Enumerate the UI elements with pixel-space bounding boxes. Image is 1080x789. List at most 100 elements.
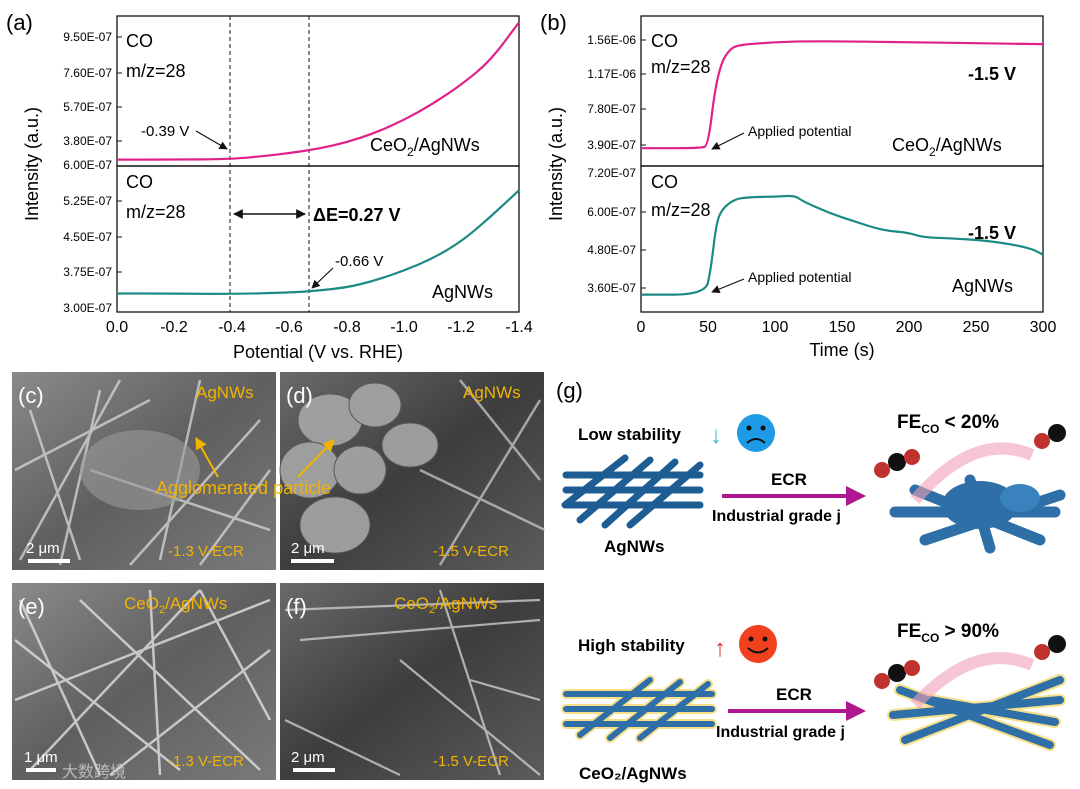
panel-a-xlabel: Potential (V vs. RHE) [233,342,403,362]
sample-label: CeO2/AgNWs [124,594,227,616]
stability-label-high: High stability [578,636,685,655]
agglomerate-arrow-d [297,439,335,478]
panel-b-bottom-frame [640,165,1044,313]
panel-a: (a) 9.50E-07 7.60E-07 5.70E-07 3.80E-07 … [6,10,533,362]
xtick: 300 [1030,319,1057,336]
series-line-ceo2-agnws-potential [116,21,520,161]
nanowires-texture [284,589,541,776]
scale-bar-label: 2 μm [26,540,60,557]
sem-panel-f: (f) CeO2/AgNWs 2 μm -1.5 V-ECR [280,583,544,780]
panel-b: (b) 1.56E-06 1.17E-06 7.80E-07 3.90E-07 … [540,10,1056,360]
fe-label-low: FECO < 20% [897,412,999,436]
annotation-arrow-066 [311,267,334,289]
scale-bar-label: 1 μm [24,749,58,766]
ecr-label: ECR [771,470,807,489]
ytick: 7.60E-07 [63,66,112,80]
gas-label: CO [651,172,678,192]
sem-images: (c) AgNWs 2 μm -1.3 V-ECR (d) AgNWs 2 μm… [12,372,546,781]
co-molecule-icon [1034,424,1066,449]
ytick: 3.60E-07 [587,281,636,295]
panel-a-label: (a) [6,10,33,35]
annotation-066: -0.66 V [335,253,383,270]
xtick: -1.0 [390,319,418,336]
panel-a-xticks: 0.0 -0.2 -0.4 -0.6 -0.8 -1.0 -1.2 -1.4 [106,319,533,336]
panel-f-label: (f) [286,594,307,619]
stable-ceo2-agnws-icon [887,674,1066,751]
xtick: -0.6 [275,319,303,336]
panel-e-label: (e) [18,594,45,619]
scale-bar-label: 2 μm [291,540,325,557]
panel-a-bottom-yticks: 5.25E-07 4.50E-07 3.75E-07 3.00E-07 [63,194,112,315]
gas-label: CO [126,31,153,51]
nanowires-texture [14,379,272,566]
ecr-label: ECR [776,685,812,704]
panel-b-top-yticks: 1.56E-06 1.17E-06 7.80E-07 3.90E-07 [587,33,636,152]
sample-label-agnws: AgNWs [432,282,493,302]
applied-potential-label: Applied potential [748,123,852,139]
sample-label: AgNWs [196,383,254,402]
condition-label: -1.3 V-ECR [168,543,244,560]
mz-label: m/z=28 [126,202,186,222]
sample-label-ceo2: CeO2/AgNWs [892,135,1002,159]
ytick: 7.80E-07 [587,102,636,116]
panel-c-label: (c) [18,383,44,408]
ceo2-agnws-mesh-icon [561,675,717,743]
ytick: 1.56E-06 [587,33,636,47]
delta-e-label: ΔE=0.27 V [313,205,401,225]
ytick: 3.90E-07 [587,138,636,152]
agglomerate-arrow-c [195,436,219,478]
agnws-mesh-icon [561,454,704,529]
up-arrow-icon: ↑ [714,635,726,662]
sem-panel-c: (c) AgNWs 2 μm -1.3 V-ECR [12,372,276,570]
series-line-agnws-time [641,194,1044,296]
voltage-label: -1.5 V [968,64,1016,84]
panel-a-bottom-ytickmarks [117,200,122,273]
gas-label: CO [651,31,678,51]
condition-label: -1.3 V-ECR [168,753,244,770]
xtick: 100 [762,319,789,336]
panel-b-xticks: 0 50 100 150 200 250 300 [637,319,1057,336]
panel-b-bottom-ytickmarks [641,211,646,289]
panel-g: (g) Low stability ↓ FECO < 20% AgNWs ECR… [556,378,1066,783]
panel-b-ylabel: Intensity (a.u.) [546,107,566,221]
annotation-039: -0.39 V [141,123,189,140]
xtick: -1.2 [447,319,475,336]
xtick: 0.0 [106,319,128,336]
applied-potential-arrow [711,132,745,150]
watermark: 大数跨境 [62,762,126,781]
panel-a-top-ytickmarks [117,36,122,142]
series-line-ceo2-agnws-time [641,40,1044,150]
co2-molecule-icon [874,449,920,478]
xtick: 0 [637,319,646,336]
agglomerated-particle-label: Agglomerated particle [156,478,331,498]
sem-panel-e: (e) CeO2/AgNWs 1 μm -1.3 V-ECR 大数跨境 [12,583,276,781]
condition-label: -1.5 V-ECR [433,543,509,560]
condition-label: -1.5 V-ECR [433,753,509,770]
ytick: 5.25E-07 [63,194,112,208]
nanowires-texture [14,589,272,776]
stability-label-low: Low stability [578,425,682,444]
xtick: 200 [896,319,923,336]
applied-potential-label: Applied potential [748,269,852,285]
sad-face-icon [737,414,775,452]
xtick: 50 [699,319,717,336]
gas-label: CO [126,172,153,192]
sample-label-ceo2-agnws: CeO₂/AgNWs [579,764,687,783]
panel-g-label: (g) [556,378,583,403]
ytick: 5.70E-07 [63,100,112,114]
ytick: 3.75E-07 [63,265,112,279]
agglomerate-texture [279,382,439,554]
ytick: 3.00E-07 [63,301,112,315]
panel-b-xlabel: Time (s) [809,340,874,360]
panel-b-bottom-yticks: 7.20E-07 6.00E-07 4.80E-07 3.60E-07 [587,166,636,295]
panel-a-ylabel: Intensity (a.u.) [22,107,42,221]
mz-label: m/z=28 [651,200,711,220]
xtick: -0.4 [218,319,246,336]
ytick: 4.80E-07 [587,243,636,257]
nanowires-texture [419,379,546,566]
co2-molecule-icon [874,660,920,689]
xtick: -0.8 [333,319,361,336]
industrial-label: Industrial grade j [716,724,845,741]
agglomerated-agnws-icon [889,474,1066,554]
